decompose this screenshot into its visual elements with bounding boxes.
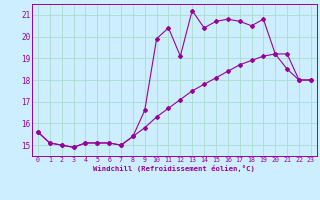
X-axis label: Windchill (Refroidissement éolien,°C): Windchill (Refroidissement éolien,°C) [93,165,255,172]
